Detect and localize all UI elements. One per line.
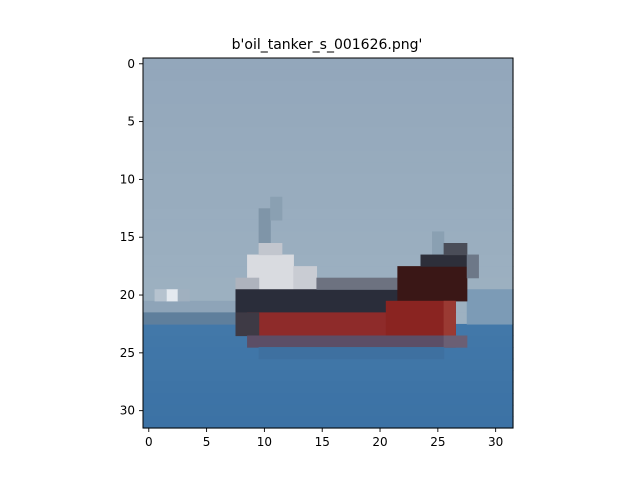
deck-band xyxy=(316,277,422,290)
figure-title: b'oil_tanker_s_001626.png' xyxy=(232,37,423,53)
sky-row xyxy=(143,196,514,209)
sky-row xyxy=(143,69,514,82)
sky-row xyxy=(143,58,514,71)
mast xyxy=(270,196,283,221)
bow xyxy=(466,254,479,279)
sky-row xyxy=(143,243,514,256)
sky-row xyxy=(143,150,514,163)
distant-boat xyxy=(177,289,190,302)
superstructure xyxy=(258,243,283,256)
waterline xyxy=(443,335,468,348)
y-axis: 0 5 10 15 20 25 30 xyxy=(120,57,143,418)
horizon-dark xyxy=(143,312,237,325)
sea-row xyxy=(143,393,514,406)
sky-row xyxy=(143,208,514,221)
bow xyxy=(420,254,468,267)
distant-boat xyxy=(166,289,179,302)
waterline xyxy=(247,335,456,348)
y-tick-label: 10 xyxy=(120,172,135,186)
sea-row xyxy=(143,416,514,429)
sky-row xyxy=(143,92,514,105)
superstructure xyxy=(293,266,318,290)
sky-row xyxy=(143,81,514,94)
x-tick-label: 5 xyxy=(203,435,211,449)
sky-row xyxy=(143,219,514,233)
x-axis: 0 5 10 15 20 25 30 xyxy=(145,428,503,449)
x-tick-label: 0 xyxy=(145,435,153,449)
reflection xyxy=(258,347,445,360)
mast xyxy=(432,231,445,256)
sky-row xyxy=(143,127,514,140)
bow xyxy=(397,266,468,302)
y-tick-label: 20 xyxy=(120,288,135,302)
sky-row xyxy=(143,115,514,128)
sky-row xyxy=(143,231,514,244)
x-tick-label: 30 xyxy=(488,435,503,449)
hull-stern xyxy=(235,312,260,337)
mast xyxy=(258,208,271,244)
sky-row xyxy=(143,162,514,175)
sea-row xyxy=(143,404,514,418)
sky-row xyxy=(143,173,514,186)
x-tick-label: 25 xyxy=(430,435,445,449)
axes-frame xyxy=(142,57,514,429)
image-panel xyxy=(143,58,514,429)
y-tick-label: 0 xyxy=(127,57,135,71)
sea-row xyxy=(143,358,514,371)
x-tick-label: 15 xyxy=(315,435,330,449)
y-tick-label: 25 xyxy=(120,346,135,360)
x-tick-label: 10 xyxy=(257,435,272,449)
sky-row xyxy=(143,104,514,117)
y-tick-label: 30 xyxy=(120,404,135,418)
sea-row xyxy=(143,381,514,394)
y-tick-label: 15 xyxy=(120,230,135,244)
y-tick-label: 5 xyxy=(127,115,135,129)
hull xyxy=(443,300,456,337)
sky-row xyxy=(143,185,514,198)
horizon-haze xyxy=(466,289,514,325)
distant-boat xyxy=(154,289,167,302)
sea-row xyxy=(143,370,514,383)
sky-row xyxy=(143,138,514,152)
x-tick-label: 20 xyxy=(372,435,387,449)
bow xyxy=(443,243,468,256)
